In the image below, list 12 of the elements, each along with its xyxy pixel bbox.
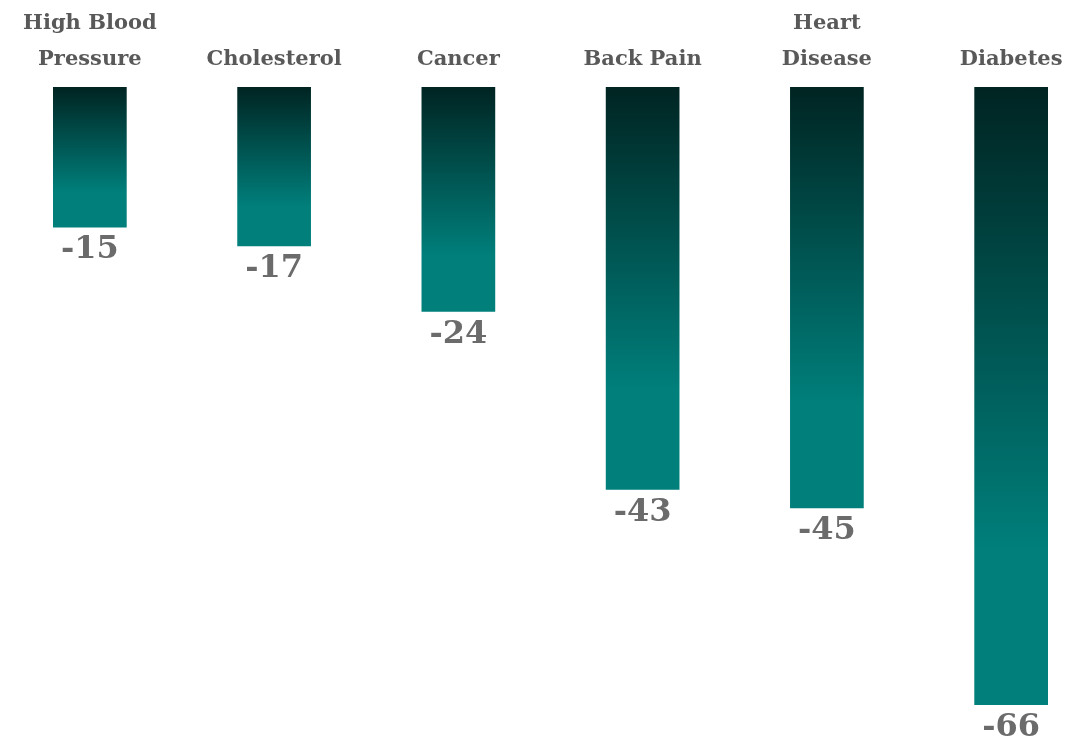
data-label: -24 — [429, 312, 488, 351]
data-label: -17 — [245, 247, 304, 286]
data-label: -45 — [797, 509, 856, 548]
x-tick-label: High Blood Pressure — [23, 8, 157, 70]
data-label: -66 — [982, 706, 1041, 744]
x-tick-label: Back Pain — [583, 44, 702, 70]
x-tick-label: Cholesterol — [206, 44, 342, 70]
x-tick-label: Cancer — [416, 44, 501, 70]
data-label: -15 — [60, 228, 119, 267]
x-tick-label: Diabetes — [959, 44, 1063, 70]
data-label: -43 — [613, 490, 672, 529]
x-tick-label: Heart Disease — [781, 8, 872, 70]
